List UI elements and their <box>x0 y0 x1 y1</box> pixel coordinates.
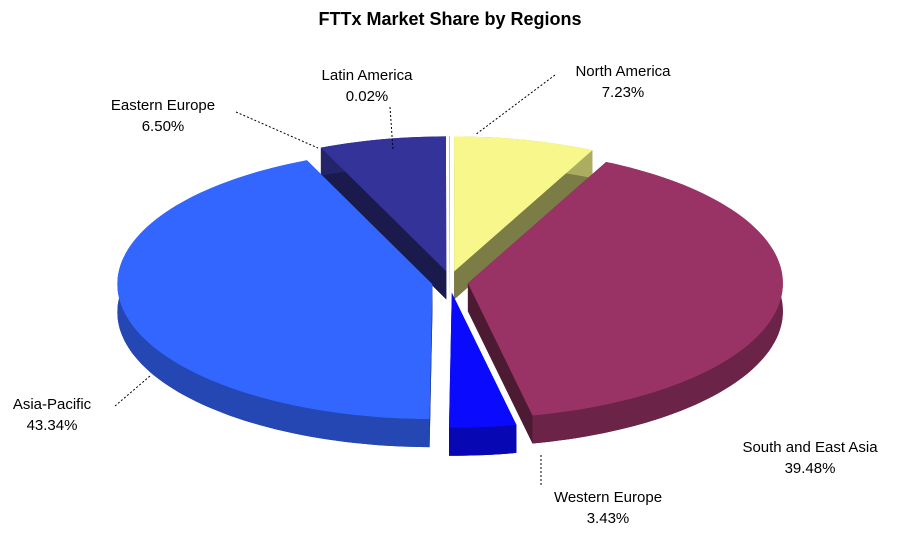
slice-value-label: 43.34% <box>27 417 78 434</box>
slice-label: Western Europe <box>554 489 662 506</box>
slice-value-label: 6.50% <box>142 118 185 135</box>
slice-wall <box>449 425 516 456</box>
slice-value-label: 39.48% <box>785 460 836 477</box>
leader-line <box>236 112 318 148</box>
chart-title: FTTx Market Share by Regions <box>318 9 581 29</box>
leader-line <box>115 376 150 406</box>
slice-value-label: 7.23% <box>602 84 645 101</box>
slice-label: Latin America <box>322 67 414 84</box>
slice-value-label: 3.43% <box>587 510 630 527</box>
slice-label: Eastern Europe <box>111 97 215 114</box>
leader-line <box>475 75 555 135</box>
slice-label: Asia-Pacific <box>13 396 92 413</box>
slice-value-label: 0.02% <box>346 88 389 105</box>
slice-label: North America <box>575 63 671 80</box>
slice-label: South and East Asia <box>742 439 878 456</box>
